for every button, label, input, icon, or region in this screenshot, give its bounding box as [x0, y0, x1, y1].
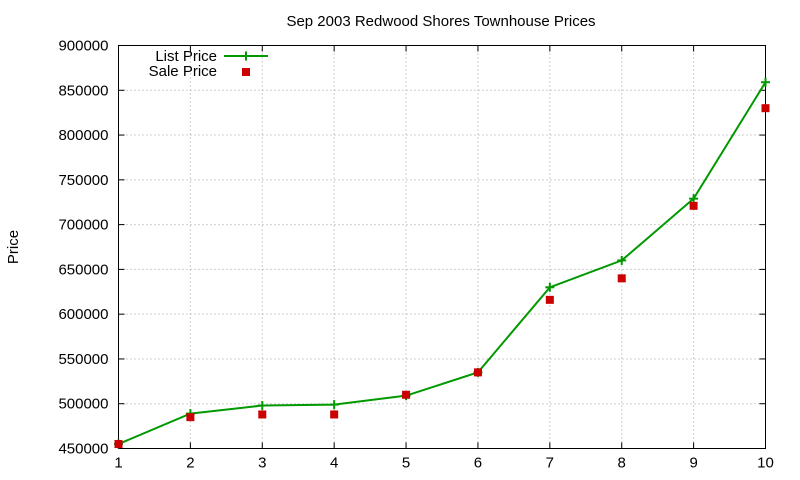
- legend-marker-sale-price: [242, 68, 250, 76]
- chart-title: Sep 2003 Redwood Shores Townhouse Prices: [286, 13, 595, 30]
- y-tick-label: 500000: [58, 396, 108, 413]
- x-tick-label: 8: [618, 455, 626, 472]
- y-tick-label: 650000: [58, 261, 108, 278]
- x-tick-label: 1: [114, 455, 122, 472]
- legend-marker-list-price: [241, 51, 251, 61]
- data-point-list-price: [257, 401, 267, 411]
- x-tick-label: 4: [330, 455, 338, 472]
- data-point-sale-price: [186, 413, 195, 422]
- y-tick-label: 900000: [58, 38, 108, 55]
- grid-layer: [118, 45, 766, 449]
- data-point-list-price: [329, 400, 339, 410]
- data-point-list-price: [617, 255, 627, 265]
- data-point-sale-price: [761, 104, 770, 113]
- x-tick-label: 6: [474, 455, 482, 472]
- data-point-sale-price: [473, 368, 482, 377]
- x-tick-label: 10: [757, 455, 774, 472]
- y-axis-label: Price: [5, 230, 22, 264]
- ticks-layer: 1 2 3 4 5 6 7 8 9 10 450000 500000 550000 600000 65000…: [58, 38, 773, 472]
- y-tick-label: 700000: [58, 217, 108, 234]
- series-layer: [114, 77, 770, 449]
- x-tick-label: 3: [258, 455, 266, 472]
- x-tick-label: 5: [402, 455, 410, 472]
- data-point-sale-price: [402, 390, 411, 399]
- y-tick-label: 850000: [58, 82, 108, 99]
- data-point-sale-price: [330, 410, 339, 419]
- y-tick-label: 450000: [58, 441, 108, 458]
- y-tick-label: 750000: [58, 172, 108, 189]
- y-tick-label: 550000: [58, 351, 108, 368]
- legend-label-sale-price: Sale Price: [149, 63, 217, 80]
- series-line-list-price: [118, 81, 767, 445]
- data-point-sale-price: [258, 410, 267, 419]
- x-tick-label: 2: [186, 455, 194, 472]
- x-tick-label: 9: [689, 455, 697, 472]
- data-point-list-price: [545, 282, 555, 292]
- y-tick-label: 600000: [58, 306, 108, 323]
- data-point-sale-price: [545, 295, 554, 304]
- data-point-sale-price: [689, 201, 698, 210]
- legend: List Price Sale Price: [149, 48, 268, 80]
- y-tick-label: 800000: [58, 127, 108, 144]
- data-point-list-price: [689, 194, 699, 204]
- series-sale-price: [114, 104, 770, 449]
- data-point-sale-price: [114, 440, 123, 449]
- x-tick-label: 7: [546, 455, 554, 472]
- series-list-price: [114, 77, 770, 449]
- legend-label-list-price: List Price: [155, 48, 217, 65]
- data-point-list-price: [761, 77, 770, 87]
- data-point-sale-price: [617, 274, 626, 283]
- plot-frame: [118, 45, 766, 449]
